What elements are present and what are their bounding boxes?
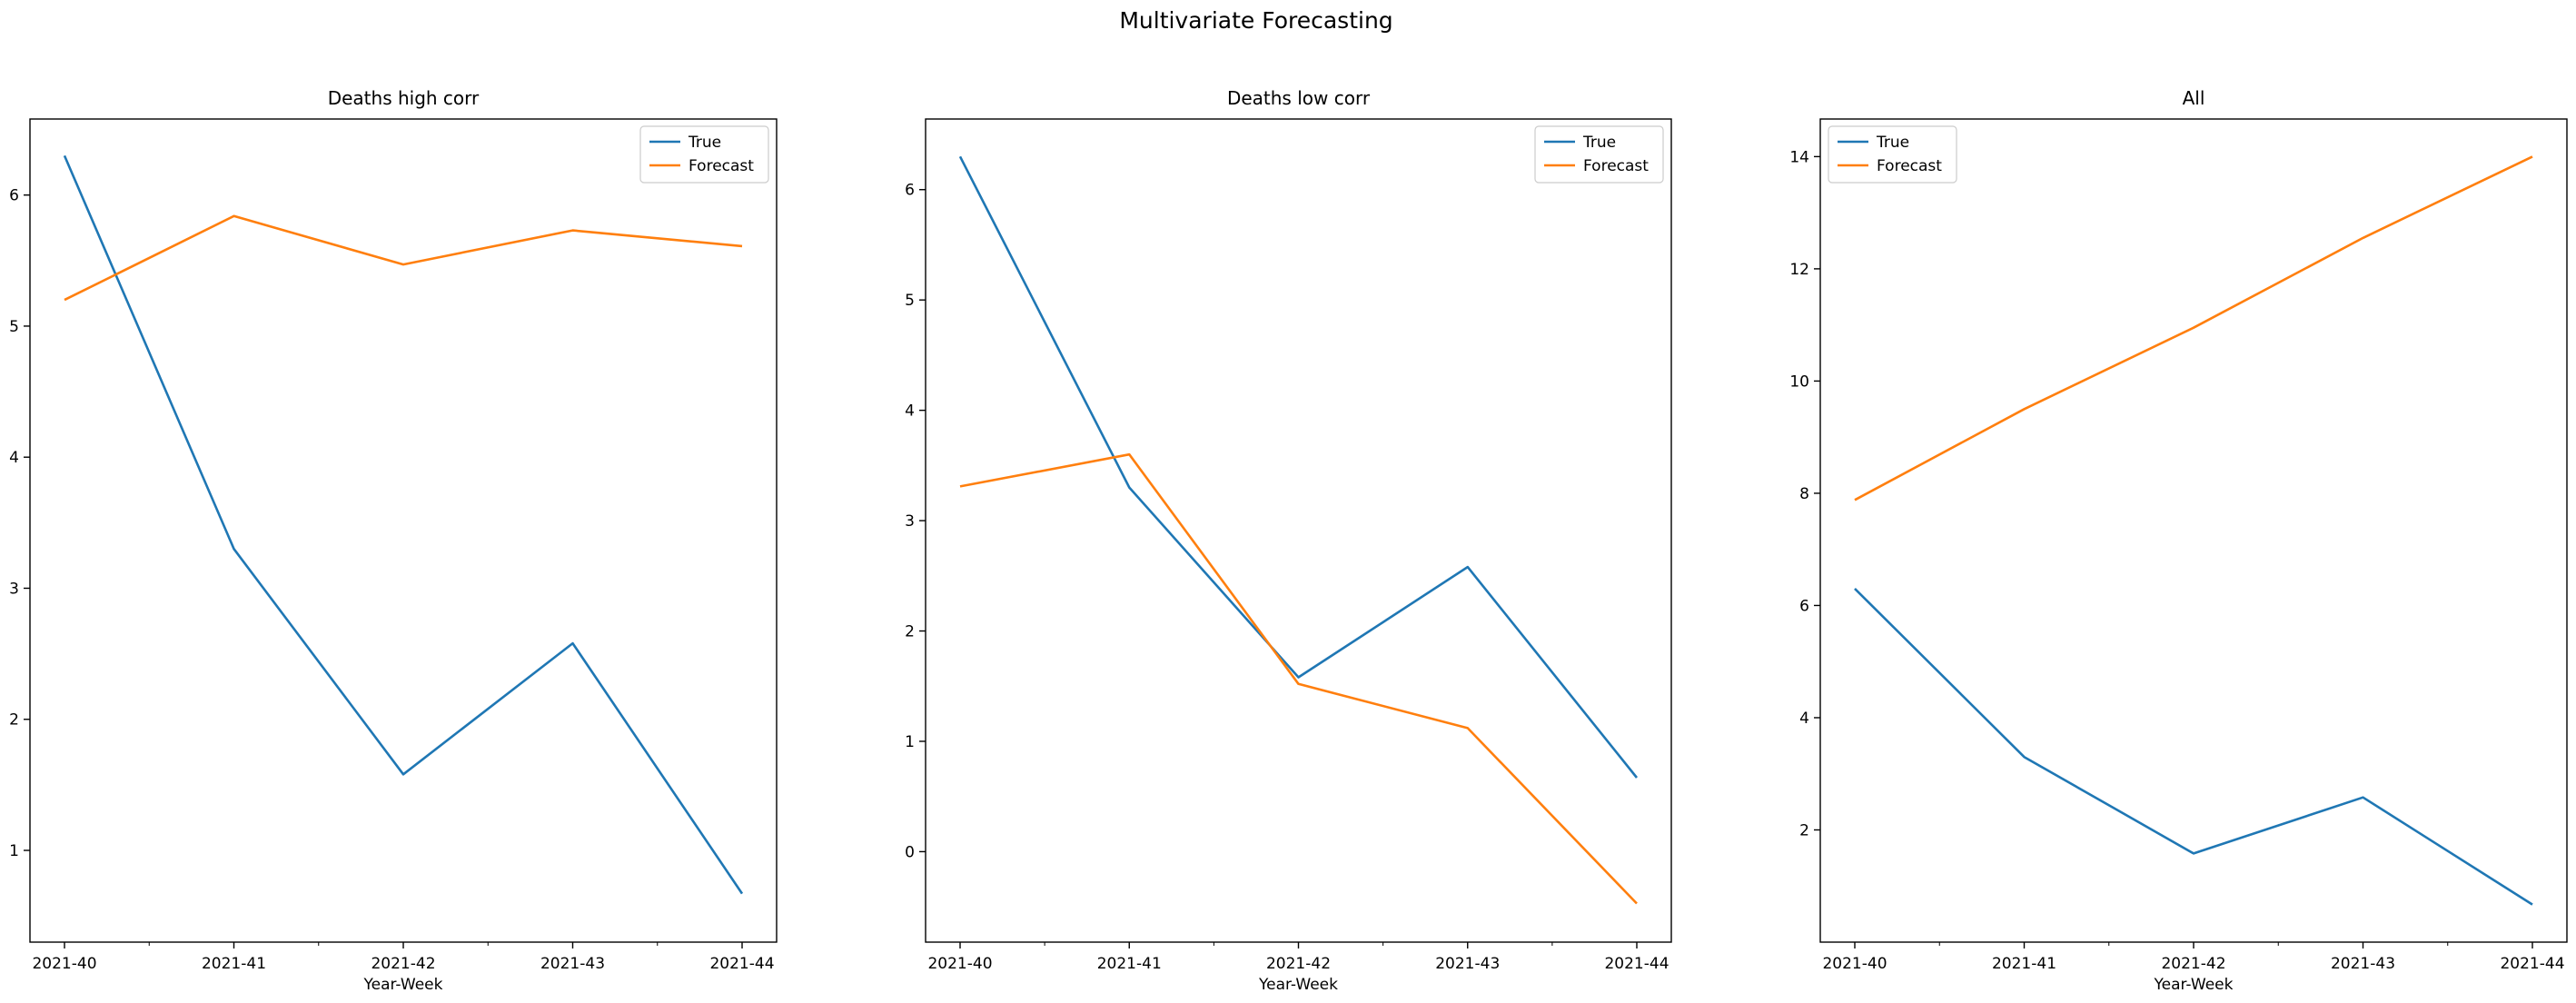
x-tick-label: 2021-41 — [202, 955, 266, 973]
y-tick-label: 4 — [9, 449, 19, 467]
y-tick-label: 1 — [9, 842, 19, 860]
x-tick-label: 2021-40 — [1822, 955, 1887, 973]
series-line-forecast — [1854, 155, 2533, 502]
x-tick-label: 2021-43 — [2331, 955, 2395, 973]
x-tick-label: 2021-43 — [1435, 955, 1500, 973]
legend-label-true: True — [688, 134, 721, 152]
x-tick-label: 2021-44 — [2500, 955, 2564, 973]
y-tick-label: 4 — [905, 402, 915, 421]
axes-frame — [29, 118, 778, 943]
y-tick-label: 5 — [905, 292, 915, 310]
series-line-true — [63, 154, 744, 895]
y-tick-label: 3 — [9, 580, 19, 598]
x-axis-label: Year-Week — [2154, 976, 2234, 994]
series-line-forecast — [959, 452, 1638, 905]
x-tick-label: 2021-41 — [1992, 955, 2056, 973]
x-tick-label: 2021-40 — [927, 955, 992, 973]
x-tick-label: 2021-42 — [2161, 955, 2225, 973]
series-line-true — [1854, 587, 2533, 906]
y-tick-label: 2 — [905, 623, 915, 641]
subplot-title: All — [2183, 87, 2205, 109]
y-tick-label: 1 — [905, 733, 915, 751]
x-tick-label: 2021-43 — [540, 955, 605, 973]
y-tick-label: 3 — [905, 512, 915, 531]
y-tick-label: 2 — [1799, 821, 1809, 839]
subplot-title: Deaths high corr — [328, 87, 480, 109]
y-tick-label: 10 — [1789, 372, 1809, 391]
legend-label-forecast: Forecast — [1583, 157, 1649, 175]
y-tick-label: 6 — [905, 182, 915, 200]
axes-frame — [925, 118, 1672, 943]
series-line-forecast — [64, 214, 743, 302]
y-tick-label: 6 — [1799, 597, 1809, 615]
legend-label-true: True — [1876, 134, 1909, 152]
series-line-true — [958, 155, 1639, 779]
y-tick-label: 8 — [1799, 485, 1809, 503]
y-tick-label: 4 — [1799, 710, 1809, 728]
x-tick-label: 2021-40 — [32, 955, 96, 973]
x-tick-label: 2021-42 — [1266, 955, 1331, 973]
y-tick-label: 0 — [905, 843, 915, 861]
x-tick-label: 2021-41 — [1097, 955, 1162, 973]
x-axis-label: Year-Week — [363, 976, 443, 994]
y-tick-label: 2 — [9, 711, 19, 730]
legend-label-forecast: Forecast — [1877, 157, 1942, 175]
figure-title: Multivariate Forecasting — [1119, 7, 1392, 34]
legend-label-true: True — [1582, 134, 1616, 152]
legend-label-forecast: Forecast — [689, 157, 754, 175]
y-tick-label: 6 — [9, 187, 19, 205]
x-tick-label: 2021-44 — [1604, 955, 1669, 973]
y-tick-label: 5 — [9, 318, 19, 336]
x-axis-label: Year-Week — [1258, 976, 1338, 994]
y-tick-label: 14 — [1789, 148, 1809, 166]
x-tick-label: 2021-42 — [371, 955, 435, 973]
axes-frame — [1819, 118, 2568, 943]
legend-box — [639, 125, 769, 184]
subplot-title: Deaths low corr — [1227, 87, 1371, 109]
x-tick-label: 2021-44 — [709, 955, 774, 973]
legend-box — [1828, 125, 1957, 184]
y-tick-label: 12 — [1789, 261, 1809, 279]
legend-box — [1534, 125, 1664, 184]
